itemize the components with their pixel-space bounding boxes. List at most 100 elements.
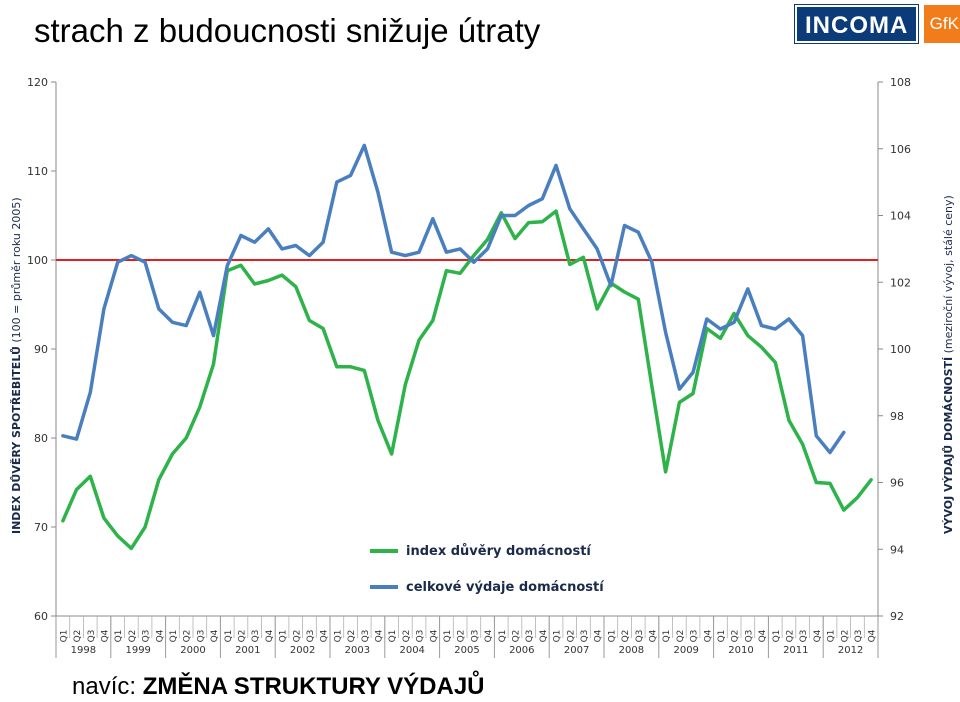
- left-axis-title-normal: (100 = průměr roku 2005): [10, 197, 23, 346]
- legend: index důvěry domácností celkové výdaje d…: [370, 544, 605, 595]
- footer-note: navíc: ZMĚNA STRUKTURY VÝDAJŮ: [72, 672, 485, 702]
- left-tick-label: 110: [27, 165, 48, 178]
- quarter-tick-label: Q1: [59, 630, 69, 643]
- year-label: 2002: [290, 645, 315, 656]
- quarter-tick-label: Q3: [251, 630, 261, 643]
- quarter-tick-label: Q2: [457, 630, 467, 643]
- quarter-tick-label: Q3: [690, 630, 700, 643]
- gfk-logo: GfK: [924, 5, 960, 43]
- quarter-tick-label: Q2: [621, 630, 631, 643]
- quarter-tick-label: Q2: [237, 630, 247, 643]
- year-label: 2000: [180, 645, 205, 656]
- quarter-tick-label: Q1: [443, 630, 453, 643]
- right-tick-label: 94: [890, 543, 904, 556]
- footer-bold: ZMĚNA STRUKTURY VÝDAJŮ: [142, 673, 485, 700]
- quarter-tick-label: Q3: [744, 630, 754, 643]
- year-label: 2005: [454, 645, 479, 656]
- quarter-tick-label: Q4: [210, 629, 220, 642]
- quarter-tick-label: Q4: [758, 629, 768, 642]
- quarter-tick-label: Q4: [155, 629, 165, 642]
- chart-axes: 60 70 80 90 100 110 120 92 94 96 98 100 102 104 106 108…: [27, 76, 911, 658]
- quarter-tick-label: Q1: [498, 630, 508, 643]
- quarter-tick-label: Q1: [388, 630, 398, 643]
- quarter-tick-label: Q3: [306, 630, 316, 643]
- quarter-tick-label: Q1: [224, 630, 234, 643]
- legend-label-blue: celkové výdaje domácností: [406, 580, 605, 595]
- quarter-tick-label: Q4: [320, 629, 330, 642]
- quarter-tick-label: Q1: [827, 630, 837, 643]
- right-tick-label: 104: [890, 210, 911, 223]
- left-tick-label: 100: [27, 254, 48, 267]
- left-tick-label: 80: [34, 432, 48, 445]
- quarter-tick-label: Q1: [553, 630, 563, 643]
- right-tick-label: 108: [890, 76, 911, 89]
- incoma-logo: INCOMA: [793, 4, 920, 44]
- quarter-tick-label: Q4: [703, 629, 713, 642]
- year-label: 1998: [71, 645, 96, 656]
- year-label: 2003: [345, 645, 370, 656]
- quarter-tick-label: Q3: [525, 630, 535, 643]
- series-line-confidence-index: [61, 209, 873, 551]
- quarter-tick-label: Q4: [429, 629, 439, 642]
- legend-label-green: index důvěry domácností: [406, 544, 592, 559]
- quarter-tick-label: Q3: [361, 630, 371, 643]
- left-tick-label: 90: [34, 343, 48, 356]
- quarter-tick-label: Q1: [333, 630, 343, 643]
- quarter-tick-label: Q1: [662, 630, 672, 643]
- quarter-tick-label: Q4: [539, 629, 549, 642]
- year-label: 2007: [564, 645, 589, 656]
- right-tick-label: 102: [890, 276, 911, 289]
- quarter-tick-label: Q3: [799, 630, 809, 643]
- series-line-household-spending: [61, 143, 846, 455]
- quarter-tick-label: Q3: [196, 630, 206, 643]
- quarter-tick-label: Q4: [813, 629, 823, 642]
- right-axis-title-normal: (meziroční vývoj, stálé ceny): [942, 195, 955, 357]
- year-label: 2006: [509, 645, 534, 656]
- left-tick-label: 60: [34, 610, 48, 623]
- quarter-tick-label: Q4: [484, 629, 494, 642]
- year-label: 1999: [125, 645, 150, 656]
- quarter-tick-label: Q4: [100, 629, 110, 642]
- year-label: 2009: [673, 645, 698, 656]
- right-axis-title: VÝVOJ VÝDAJŮ DOMÁCNOSTÍ (meziroční vývoj…: [942, 195, 955, 534]
- quarter-tick-label: Q1: [169, 630, 179, 643]
- quarter-tick-label: Q2: [676, 630, 686, 643]
- quarter-tick-label: Q1: [607, 630, 617, 643]
- quarter-tick-label: Q2: [511, 630, 521, 643]
- quarter-tick-label: Q2: [402, 630, 412, 643]
- left-tick-label: 70: [34, 521, 48, 534]
- right-tick-label: 106: [890, 143, 911, 156]
- year-label: 2001: [235, 645, 260, 656]
- quarter-tick-label: Q2: [840, 630, 850, 643]
- quarter-tick-label: Q3: [580, 630, 590, 643]
- quarter-tick-label: Q1: [772, 630, 782, 643]
- year-label: 2012: [838, 645, 863, 656]
- quarter-tick-label: Q2: [785, 630, 795, 643]
- quarter-tick-label: Q4: [265, 629, 275, 642]
- page-title: strach z budoucnosti snižuje útraty: [34, 12, 541, 49]
- series-lines: [61, 143, 873, 551]
- quarter-tick-label: Q1: [717, 630, 727, 643]
- quarter-tick-label: Q3: [87, 630, 97, 643]
- quarter-tick-label: Q1: [279, 630, 289, 643]
- right-tick-label: 96: [890, 477, 904, 490]
- footer-prefix: navíc:: [72, 673, 143, 700]
- quarter-tick-label: Q3: [142, 630, 152, 643]
- right-tick-label: 100: [890, 343, 911, 356]
- left-tick-label: 120: [27, 76, 48, 89]
- quarter-tick-label: Q4: [868, 629, 878, 642]
- quarter-tick-label: Q3: [635, 630, 645, 643]
- quarter-tick-label: Q2: [566, 630, 576, 643]
- left-axis-title-bold: INDEX DŮVĚRY SPOTŘEBITELŮ: [10, 346, 23, 534]
- quarter-tick-label: Q2: [731, 630, 741, 643]
- quarter-tick-label: Q3: [854, 630, 864, 643]
- year-label: 2004: [399, 645, 424, 656]
- incoma-gfk-logo: INCOMA GfK: [793, 4, 960, 44]
- quarter-tick-label: Q2: [73, 630, 83, 643]
- year-label: 2008: [619, 645, 644, 656]
- quarter-tick-label: Q2: [292, 630, 302, 643]
- quarter-tick-label: Q2: [183, 630, 193, 643]
- quarter-tick-label: Q1: [114, 630, 124, 643]
- quarter-tick-label: Q2: [128, 630, 138, 643]
